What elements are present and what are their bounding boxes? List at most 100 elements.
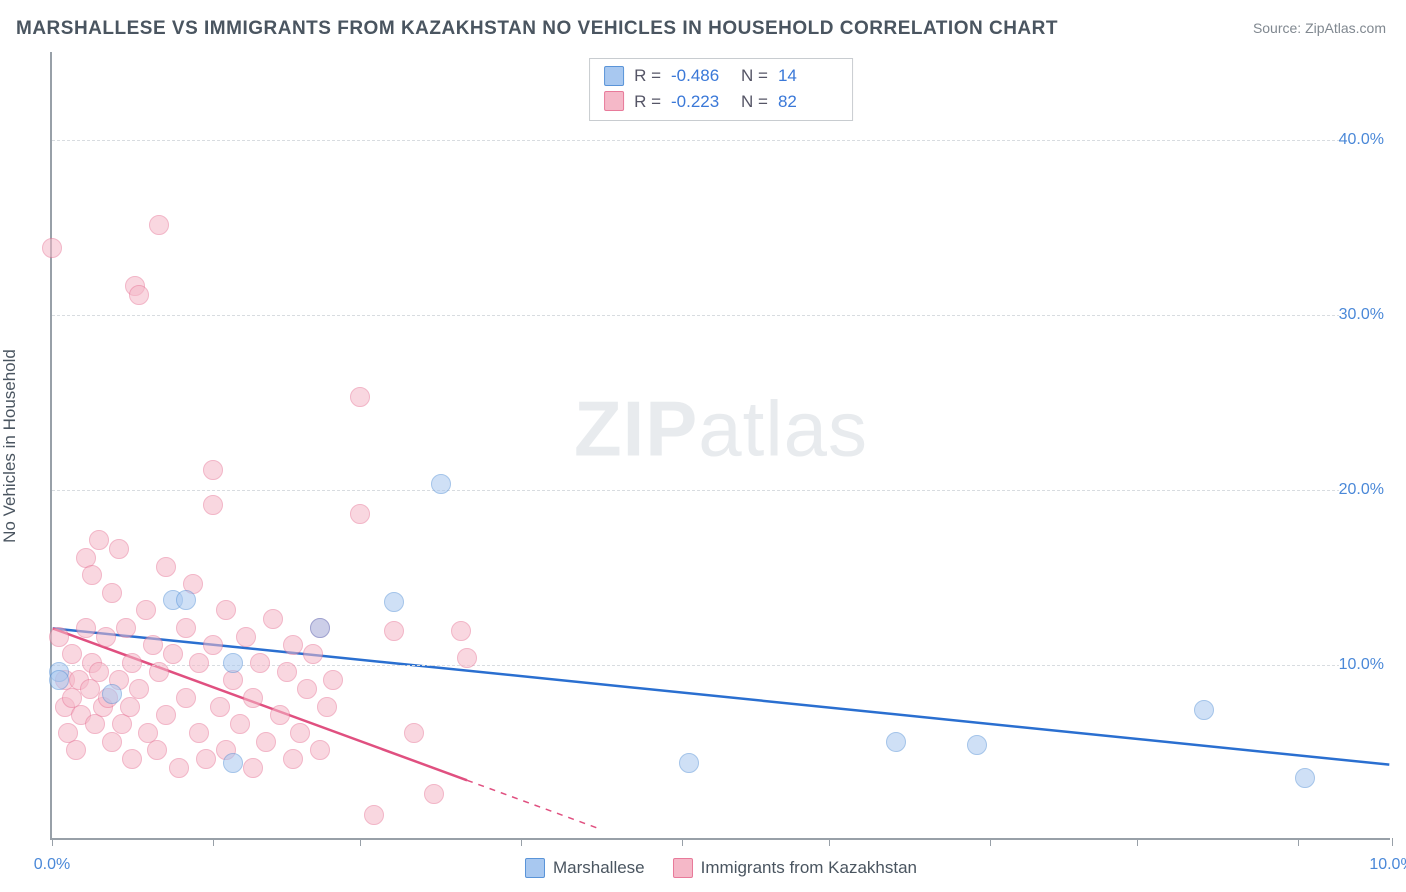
data-point	[49, 670, 69, 690]
data-point	[120, 697, 140, 717]
x-tick	[52, 838, 53, 846]
data-point	[216, 600, 236, 620]
data-point	[263, 609, 283, 629]
data-point	[431, 474, 451, 494]
data-point	[967, 735, 987, 755]
x-tick	[1392, 838, 1393, 846]
x-tick	[1298, 838, 1299, 846]
stats-row-1: R = -0.486 N = 14	[604, 63, 838, 89]
data-point	[189, 653, 209, 673]
source-credit: Source: ZipAtlas.com	[1253, 20, 1386, 36]
data-point	[76, 618, 96, 638]
data-point	[49, 627, 69, 647]
data-point	[129, 679, 149, 699]
gridline	[52, 140, 1390, 141]
data-point	[176, 590, 196, 610]
x-tick	[682, 838, 683, 846]
correlation-stats-box: R = -0.486 N = 14 R = -0.223 N = 82	[589, 58, 853, 121]
chart-title: MARSHALLESE VS IMMIGRANTS FROM KAZAKHSTA…	[16, 18, 1058, 40]
x-tick	[1137, 838, 1138, 846]
data-point	[230, 714, 250, 734]
data-point	[451, 621, 471, 641]
data-point	[196, 749, 216, 769]
data-point	[156, 557, 176, 577]
swatch-legend-1	[525, 858, 545, 878]
data-point	[886, 732, 906, 752]
data-point	[147, 740, 167, 760]
data-point	[404, 723, 424, 743]
x-tick	[360, 838, 361, 846]
data-point	[129, 285, 149, 305]
data-point	[1295, 768, 1315, 788]
legend: Marshallese Immigrants from Kazakhstan	[525, 858, 917, 878]
data-point	[243, 688, 263, 708]
data-point	[122, 749, 142, 769]
data-point	[82, 565, 102, 585]
x-tick	[521, 838, 522, 846]
x-tick	[829, 838, 830, 846]
data-point	[102, 732, 122, 752]
data-point	[250, 653, 270, 673]
data-point	[1194, 700, 1214, 720]
data-point	[156, 705, 176, 725]
legend-item-1: Marshallese	[525, 858, 645, 878]
data-point	[223, 653, 243, 673]
data-point	[323, 670, 343, 690]
data-point	[96, 627, 116, 647]
data-point	[85, 714, 105, 734]
data-point	[42, 238, 62, 258]
data-point	[80, 679, 100, 699]
data-point	[457, 648, 477, 668]
data-point	[189, 723, 209, 743]
y-tick-label: 40.0%	[1339, 131, 1392, 149]
x-tick	[213, 838, 214, 846]
data-point	[112, 714, 132, 734]
data-point	[203, 460, 223, 480]
data-point	[102, 583, 122, 603]
data-point	[89, 530, 109, 550]
data-point	[89, 662, 109, 682]
data-point	[136, 600, 156, 620]
data-point	[303, 644, 323, 664]
data-point	[277, 662, 297, 682]
data-point	[283, 749, 303, 769]
data-point	[290, 723, 310, 743]
x-tick-label: 10.0%	[1369, 856, 1406, 874]
y-axis-label: No Vehicles in Household	[0, 349, 20, 543]
data-point	[163, 644, 183, 664]
data-point	[317, 697, 337, 717]
data-point	[149, 662, 169, 682]
data-point	[223, 753, 243, 773]
swatch-legend-2	[673, 858, 693, 878]
y-tick-label: 20.0%	[1339, 481, 1392, 499]
plot-area: ZIPatlas R = -0.486 N = 14 R = -0.223 N …	[50, 52, 1390, 840]
y-tick-label: 10.0%	[1339, 656, 1392, 674]
data-point	[270, 705, 290, 725]
gridline	[52, 490, 1390, 491]
swatch-series-2	[604, 91, 624, 111]
data-point	[679, 753, 699, 773]
watermark: ZIPatlas	[574, 384, 868, 475]
legend-item-2: Immigrants from Kazakhstan	[673, 858, 917, 878]
data-point	[424, 784, 444, 804]
data-point	[223, 670, 243, 690]
data-point	[236, 627, 256, 647]
x-tick-label: 0.0%	[34, 856, 70, 874]
x-tick	[990, 838, 991, 846]
data-point	[384, 592, 404, 612]
data-point	[283, 635, 303, 655]
data-point	[203, 495, 223, 515]
data-point	[176, 618, 196, 638]
data-point	[384, 621, 404, 641]
gridline	[52, 315, 1390, 316]
data-point	[66, 740, 86, 760]
data-point	[169, 758, 189, 778]
stats-row-2: R = -0.223 N = 82	[604, 89, 838, 115]
data-point	[310, 618, 330, 638]
data-point	[350, 504, 370, 524]
data-point	[62, 644, 82, 664]
data-point	[176, 688, 196, 708]
data-point	[203, 635, 223, 655]
data-point	[310, 740, 330, 760]
data-point	[243, 758, 263, 778]
